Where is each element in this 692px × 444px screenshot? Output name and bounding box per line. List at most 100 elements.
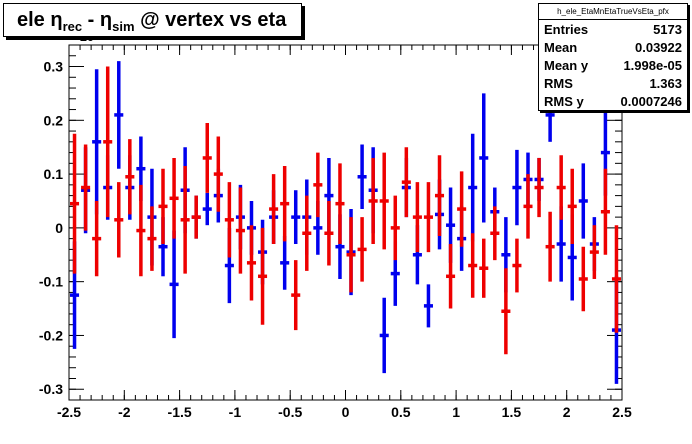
x-tick-label: 1.5: [502, 404, 522, 420]
data-point-red: [81, 144, 91, 231]
data-point-red: [368, 157, 378, 245]
data-point-red: [423, 182, 433, 253]
data-point-red: [169, 157, 179, 239]
x-tick-label: -0.5: [278, 404, 302, 420]
y-tick-label: -0.2: [39, 327, 63, 343]
stat-label: RMS: [544, 76, 573, 91]
data-point-blue: [379, 297, 389, 374]
stat-row-entries: Entries 5173: [544, 21, 682, 39]
stat-value: 5173: [653, 22, 682, 37]
data-point-red: [479, 238, 489, 298]
stat-value: 1.998e-05: [623, 58, 682, 73]
data-point-red: [291, 260, 301, 331]
data-point-red: [136, 184, 146, 277]
data-point-red: [180, 166, 190, 274]
data-point-blue: [357, 144, 367, 210]
chart-title: ele ηrec - ηsim @ vertex vs eta: [3, 3, 302, 37]
data-point-red: [534, 157, 544, 218]
stat-value: 0.0007246: [620, 94, 682, 109]
data-point-red: [70, 133, 80, 274]
data-point-red: [578, 246, 588, 312]
stat-row-rms: RMS 1.363: [544, 75, 682, 93]
y-tick-label: -0.3: [39, 381, 63, 397]
stats-histogram-name: h_ele_EtaMnEtaTrueVsEta_pfx: [539, 4, 687, 20]
data-point-blue: [479, 93, 489, 223]
y-tick-label: 0.2: [44, 112, 64, 128]
title-sim: sim: [112, 19, 135, 34]
data-point-red: [512, 238, 522, 293]
data-point-red: [468, 233, 478, 298]
data-point-red: [490, 206, 500, 261]
data-point-red: [158, 168, 168, 245]
data-point-red: [213, 136, 223, 212]
data-point-blue: [423, 284, 433, 328]
stat-label: Mean: [544, 40, 578, 55]
title-eta-symbol-2: η: [99, 9, 113, 31]
x-tick-label: -1.5: [168, 404, 192, 420]
data-point-red: [202, 122, 212, 193]
data-point-red: [501, 268, 511, 355]
data-point-red: [302, 195, 312, 271]
data-point-red: [324, 200, 334, 266]
y-tick-label: -0.1: [39, 274, 63, 290]
x-tick-label: -2.5: [57, 404, 81, 420]
data-point-red: [446, 244, 456, 309]
data-point-red: [246, 225, 257, 301]
data-point-blue: [291, 190, 301, 245]
x-tick-label: 2: [563, 404, 571, 420]
data-point-blue: [114, 61, 124, 169]
data-point-red: [313, 152, 323, 218]
title-rec: rec: [62, 19, 83, 34]
x-tick-label: -2: [118, 404, 131, 420]
title-eta-symbol: η: [50, 9, 63, 31]
data-point-blue: [169, 230, 179, 339]
y-tick-label: 0: [55, 220, 63, 236]
title-tail: @ vertex vs eta: [134, 9, 287, 31]
x-tick-label: 2.5: [612, 404, 632, 420]
data-point-red: [269, 174, 279, 245]
data-point-red: [280, 166, 290, 242]
data-point-red: [567, 168, 577, 245]
data-point-red: [191, 195, 201, 239]
y-tick-label: 0.1: [44, 166, 64, 182]
x-tick-label: 0: [342, 404, 350, 420]
data-series: [70, 61, 621, 384]
data-point-blue: [280, 235, 290, 290]
stat-value: 0.03922: [635, 40, 682, 55]
data-point-red: [147, 206, 157, 271]
data-point-red: [611, 225, 621, 333]
title-dash: -: [82, 9, 100, 31]
data-point-red: [401, 147, 411, 218]
stat-label: RMS y: [544, 94, 584, 109]
data-point-red: [258, 227, 268, 325]
stat-label: Mean y: [544, 58, 589, 73]
data-point-red: [434, 155, 445, 236]
data-point-red: [412, 182, 422, 253]
data-point-red: [224, 182, 234, 258]
data-point-red: [390, 195, 400, 261]
stat-row-rms-y: RMS y 0.0007246: [544, 93, 682, 111]
data-point-blue: [468, 133, 478, 242]
y-tick-label: 0.3: [44, 59, 64, 75]
x-tick-label: 1: [452, 404, 460, 420]
data-point-red: [114, 182, 124, 258]
data-point-red: [523, 174, 533, 239]
stats-box: h_ele_EtaMnEtaTrueVsEta_pfx Entries 5173…: [538, 3, 688, 111]
data-point-red: [379, 152, 389, 250]
stat-label: Entries: [544, 22, 589, 37]
x-tick-label: 0.5: [391, 404, 411, 420]
data-point-red: [92, 200, 102, 277]
data-point-red: [545, 211, 555, 282]
data-point-blue: [92, 69, 102, 215]
data-point-blue: [512, 149, 522, 226]
data-point-red: [335, 163, 345, 245]
data-point-red: [600, 168, 610, 255]
data-point-red: [346, 217, 356, 293]
data-point-blue: [202, 192, 212, 226]
data-point-blue: [578, 163, 588, 239]
data-point-red: [457, 171, 467, 247]
data-point-red: [125, 139, 135, 215]
data-point-red: [357, 217, 367, 282]
stat-row-mean-y: Mean y 1.998e-05: [544, 57, 682, 75]
